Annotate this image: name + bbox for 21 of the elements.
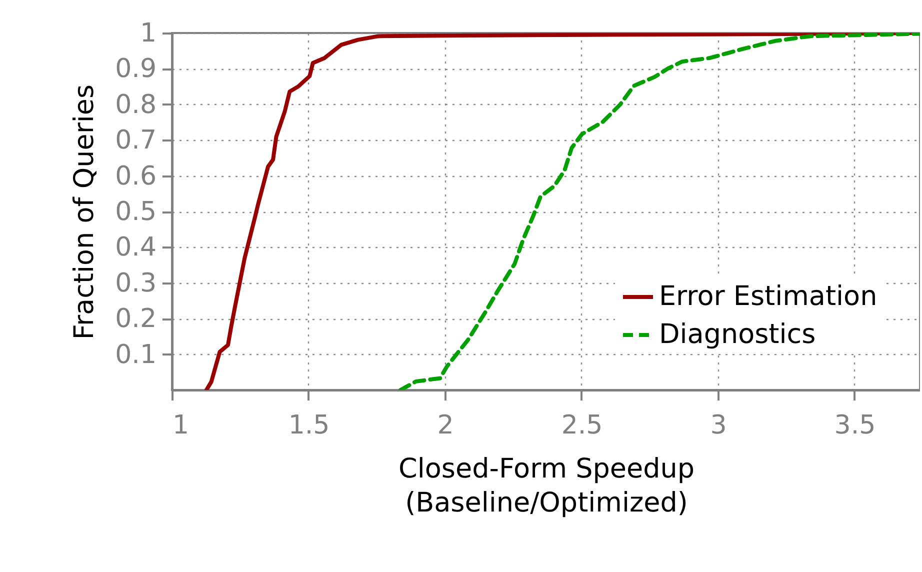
- y-tick-label: 0.8: [115, 90, 156, 120]
- y-tick-label: 0.5: [115, 197, 156, 227]
- y-axis-title: Fraction of Queries: [69, 84, 100, 340]
- x-tick-label: 3: [710, 410, 727, 440]
- y-tick-label: 0.9: [115, 54, 156, 84]
- legend-label: Diagnostics: [659, 319, 816, 350]
- x-tick-label: 2: [437, 410, 454, 440]
- x-tick-label: 1.5: [288, 410, 330, 440]
- y-tick-label: 0.7: [115, 126, 156, 156]
- x-tick-label: 3.5: [834, 410, 876, 440]
- x-tick-label: 2.5: [561, 410, 603, 440]
- y-tick-label: 0.4: [115, 232, 156, 263]
- y-tick-label: 0.6: [115, 161, 156, 192]
- y-tick-label: 0.1: [115, 340, 156, 370]
- y-tick-label: 0.3: [115, 268, 156, 298]
- legend-label: Error Estimation: [659, 281, 878, 312]
- x-axis-title: Closed-Form Speedup (Baseline/Optimized): [398, 454, 694, 518]
- x-tick-label: 1: [172, 410, 190, 440]
- line-series: [398, 33, 920, 390]
- y-tick-label: 0.2: [115, 304, 156, 334]
- y-tick-label: 1: [140, 18, 156, 48]
